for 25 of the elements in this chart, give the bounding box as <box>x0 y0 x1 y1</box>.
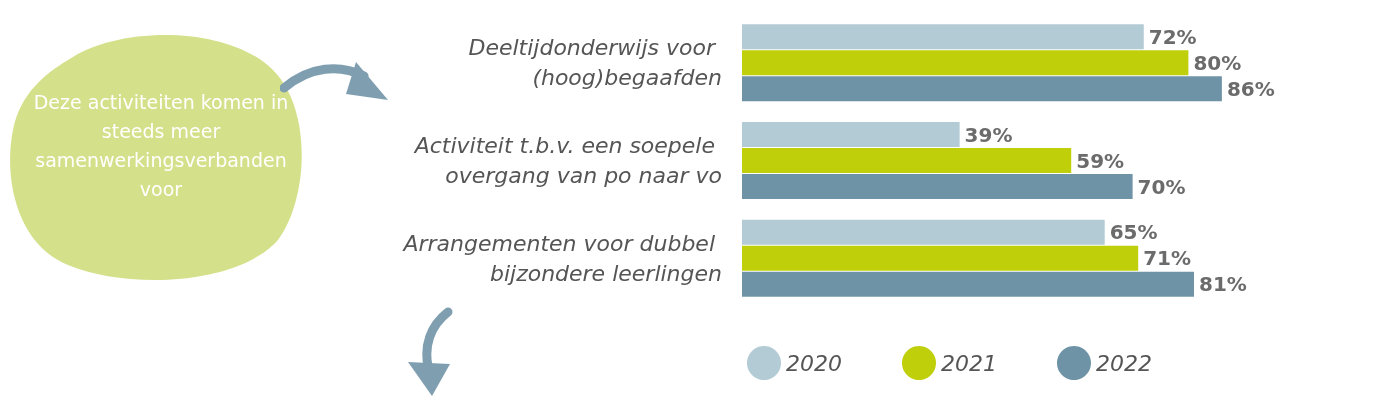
bar <box>742 271 1194 297</box>
bar <box>742 122 960 147</box>
data-label: 65% <box>1109 220 1158 245</box>
data-label: 86% <box>1226 76 1275 101</box>
data-label: 71% <box>1143 246 1192 271</box>
data-label: 59% <box>1076 148 1125 173</box>
bar <box>742 174 1133 199</box>
bar <box>742 148 1072 173</box>
y-tick-label: Deeltijdonderwijs voor (hoog)begaafden <box>468 35 722 91</box>
y-tick-label: Arrangementen voor dubbel bijzondere leerlingen <box>401 230 722 286</box>
data-label: 70% <box>1137 174 1186 199</box>
y-tick-label: Activiteit t.b.v. een soepele overgang van po naar vo <box>412 133 722 188</box>
text: Deze activiteiten komen in steeds meer samenwerkingsverbanden voor <box>32 90 290 202</box>
bar <box>742 219 1105 245</box>
legend-label: 2022 <box>1095 350 1152 376</box>
legend-label: 2021 <box>940 350 997 376</box>
data-label: 39% <box>964 122 1013 147</box>
bar <box>742 245 1139 271</box>
data-label: 72% <box>1148 24 1197 49</box>
data-label: 80% <box>1193 50 1242 75</box>
data-label: 81% <box>1198 272 1247 297</box>
bar <box>742 24 1144 50</box>
bar <box>742 76 1222 102</box>
legend-label: 2020 <box>786 350 842 376</box>
bar <box>742 50 1189 76</box>
